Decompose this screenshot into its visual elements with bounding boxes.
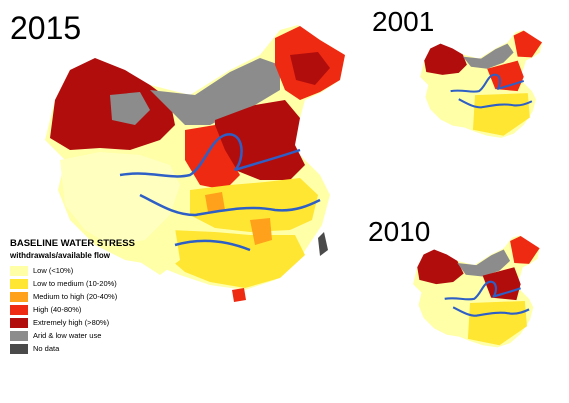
- legend: BASELINE WATER STRESS withdrawals/availa…: [10, 238, 200, 355]
- legend-item: No data: [10, 342, 200, 355]
- map-2010-regions: [413, 235, 540, 348]
- legend-item-label: Extremely high (>80%): [33, 318, 110, 327]
- legend-swatch: [10, 330, 28, 341]
- water-stress-map-2010: [413, 235, 540, 348]
- region-west: [424, 43, 467, 75]
- legend-swatch: [10, 265, 28, 276]
- region-orange-1: [250, 218, 272, 245]
- river-yangtze: [139, 193, 321, 217]
- water-stress-map-2001: [420, 30, 543, 138]
- region-southwest: [140, 228, 180, 275]
- legend-item-label: Medium to high (20-40%): [33, 292, 118, 301]
- water-stress-map-2015: [45, 25, 345, 302]
- map-2010-rivers: [444, 280, 530, 317]
- region-central-red: [185, 125, 240, 190]
- year-label-2015: 2015: [10, 10, 82, 46]
- region-northeast: [510, 235, 540, 264]
- legend-item-label: Low (<10%): [33, 266, 74, 275]
- region-arid: [457, 249, 511, 277]
- legend-item-label: Low to medium (10-20%): [33, 279, 117, 288]
- river-yellow: [450, 73, 525, 93]
- map-2001-regions: [420, 30, 543, 138]
- region-west: [417, 249, 464, 285]
- river-yellow: [444, 280, 521, 301]
- river-pearl: [174, 239, 251, 252]
- region-south: [165, 230, 305, 288]
- region-south: [472, 93, 530, 136]
- region-taiwan: [318, 232, 328, 256]
- legend-items: Low (<10%) Low to medium (10-20%) Medium t…: [10, 264, 200, 355]
- map-2015-rivers: [119, 133, 321, 252]
- legend-swatch: [10, 304, 28, 315]
- map-2001-rivers: [450, 73, 533, 109]
- legend-item: Low to medium (10-20%): [10, 277, 200, 290]
- legend-swatch: [10, 343, 28, 354]
- legend-swatch: [10, 317, 28, 328]
- river-yangtze: [458, 98, 533, 109]
- region-south: [467, 300, 527, 346]
- region-yangtze: [190, 178, 318, 232]
- region-xinjiang-gray: [110, 92, 150, 125]
- year-label-2001: 2001: [372, 6, 435, 37]
- legend-item: Arid & low water use: [10, 329, 200, 342]
- region-northeast-dark: [290, 52, 330, 85]
- legend-item: Low (<10%): [10, 264, 200, 277]
- legend-swatch: [10, 291, 28, 302]
- legend-item: High (40-80%): [10, 303, 200, 316]
- region-arid: [462, 43, 514, 69]
- region-arid-north: [150, 58, 280, 125]
- region-orange-2: [205, 192, 225, 212]
- river-yellow: [119, 133, 301, 178]
- legend-swatch: [10, 278, 28, 289]
- legend-subtitle: withdrawals/available flow: [10, 251, 111, 260]
- legend-item-label: Arid & low water use: [33, 331, 102, 340]
- map-2015-regions: [45, 25, 345, 302]
- legend-title: BASELINE WATER STRESS: [10, 238, 135, 249]
- region-north-plain: [215, 100, 305, 180]
- legend-item-label: No data: [33, 344, 60, 353]
- region-hainan: [232, 288, 246, 302]
- legend-item: Extremely high (>80%): [10, 316, 200, 329]
- legend-item-label: High (40-80%): [33, 305, 82, 314]
- river-yangtze: [452, 306, 530, 317]
- year-label-2010: 2010: [368, 216, 431, 247]
- region-northeast: [513, 30, 543, 58]
- legend-item: Medium to high (20-40%): [10, 290, 200, 303]
